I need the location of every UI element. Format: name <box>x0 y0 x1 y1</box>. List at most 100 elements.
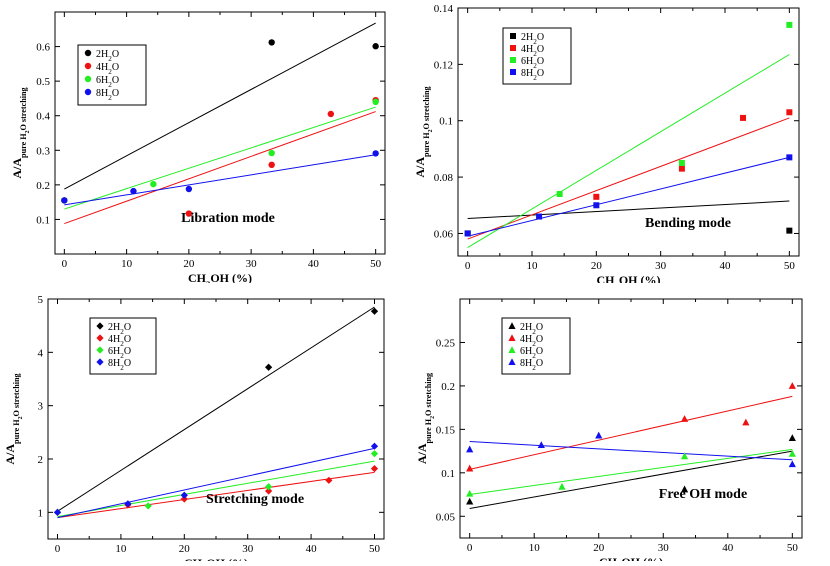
legend-marker-4H2O <box>510 45 516 51</box>
legend-entry-2H2O: 2H2O <box>96 49 119 63</box>
y-tick-label: 0.25 <box>436 337 456 349</box>
y-tick-label: 0.6 <box>36 42 50 54</box>
chart-panel-libration: 0 10 20 30 40 50 0.1 0.2 0.3 0.4 0.5 0.6 CH3OH (%) A/… <box>0 0 415 289</box>
chart-title: Bending mode <box>645 216 731 231</box>
y-tick-label: 2 <box>38 454 44 466</box>
y-tick-label: 0.5 <box>36 76 50 88</box>
x-tick-label: 10 <box>115 543 127 555</box>
point-6H2O <box>370 450 379 458</box>
point-8H2O <box>537 441 545 449</box>
x-tick-label: 20 <box>591 260 603 272</box>
y-tick-label: 0.14 <box>434 3 454 15</box>
x-tick-label: 20 <box>179 543 191 555</box>
x-tick-label: 30 <box>655 260 667 272</box>
x-tick-label: 30 <box>246 258 258 270</box>
legend-entry-2H2O: 2H2O <box>108 322 131 336</box>
fit-line-6H2O <box>467 54 790 248</box>
y-tick-label: 0.1 <box>439 116 453 128</box>
point-6H2O <box>556 191 563 197</box>
point-4H2O <box>593 193 600 200</box>
legend-entry-4H2O: 4H2O <box>108 334 131 348</box>
y-tick-label: 0.2 <box>36 180 50 192</box>
y-tick-label: 1 <box>38 507 44 519</box>
point-6H2O <box>372 98 379 106</box>
point-8H2O <box>185 185 193 193</box>
point-4H2O <box>680 415 689 422</box>
point-4H2O <box>678 165 685 172</box>
legend-marker-8H2O <box>508 358 516 365</box>
x-tick-label: 50 <box>370 258 382 270</box>
point-8H2O <box>466 445 474 453</box>
fit-line-8H2O <box>467 156 790 237</box>
point-2H2O <box>786 227 793 234</box>
legend-entry-8H2O: 8H2O <box>108 358 131 372</box>
point-6H2O <box>265 483 273 491</box>
point-4H2O <box>180 495 188 503</box>
y-tick-label: 5 <box>38 294 44 306</box>
point-2H2O <box>265 363 273 371</box>
chart-freeoh: 0 10 20 30 40 50 0.05 0.1 0.15 0.2 0.25 CH3OH (%) A/… <box>415 298 803 566</box>
point-2H2O <box>268 39 275 46</box>
y-tick-label: 0.4 <box>36 111 50 123</box>
fit-line-8H2O <box>469 441 793 461</box>
point-6H2O <box>786 21 793 28</box>
x-tick-label: 20 <box>183 258 195 270</box>
chart-stretching: 0 10 20 30 40 50 1 2 3 4 5 CH3OH (%) A/Apure H2O str… <box>3 294 385 566</box>
x-tick-label: 30 <box>658 542 670 554</box>
y-tick-label: 4 <box>38 347 44 359</box>
y-tick-label: 0.05 <box>436 511 456 523</box>
point-8H2O <box>595 431 603 439</box>
point-4H2O <box>268 161 275 169</box>
fit-line-2H2O <box>467 200 790 220</box>
point-6H2O <box>268 149 275 157</box>
point-8H2O <box>464 230 471 237</box>
point-6H2O <box>558 482 566 490</box>
x-tick-label: 30 <box>242 543 254 555</box>
legend-entry-6H2O: 6H2O <box>108 346 131 360</box>
point-6H2O <box>466 489 474 497</box>
fit-line-4H2O <box>64 111 376 225</box>
legend-marker-2H2O <box>96 322 104 330</box>
y-axis-label: A/Apure H2O stretching <box>415 373 436 464</box>
point-2H2O <box>788 434 796 442</box>
point-4H2O <box>370 465 379 473</box>
point-4H2O <box>327 110 335 118</box>
legend-marker-6H2O <box>508 346 516 353</box>
point-8H2O <box>593 202 600 209</box>
point-6H2O <box>788 449 796 457</box>
point-6H2O <box>678 160 685 166</box>
legend-entry-6H2O: 6H2O <box>521 56 544 70</box>
chart-bending: 0 10 20 30 40 50 0.06 0.08 0.1 0.12 0.14 CH3OH (%) A… <box>413 3 800 291</box>
chart-panel-stretching: 0 10 20 30 40 50 1 2 3 4 5 CH3OH (%) A/Apure H2O str… <box>0 283 415 566</box>
point-8H2O <box>372 150 379 157</box>
legend-entry-2H2O: 2H2O <box>520 322 543 336</box>
chart-title: Stretching mode <box>206 492 304 507</box>
legend-marker-6H2O <box>84 75 92 83</box>
point-8H2O <box>786 154 793 161</box>
legend-entry-6H2O: 6H2O <box>96 75 119 89</box>
chart-panel-freeoh: 0 10 20 30 40 50 0.05 0.1 0.15 0.2 0.25 CH3OH (%) A/… <box>415 283 830 566</box>
fit-line-6H2O <box>64 106 376 210</box>
legend-marker-8H2O <box>510 69 516 75</box>
legend-entry-4H2O: 4H2O <box>96 62 119 76</box>
x-tick-label: 0 <box>62 258 68 270</box>
y-tick-label: 0.12 <box>434 59 453 71</box>
point-2H2O <box>372 43 379 50</box>
x-tick-label: 0 <box>467 542 473 554</box>
y-tick-label: 0.2 <box>441 381 455 393</box>
y-tick-label: 0.3 <box>36 145 50 157</box>
legend-marker-4H2O <box>508 334 516 341</box>
chart-libration: 0 10 20 30 40 50 0.1 0.2 0.3 0.4 0.5 0.6 CH3OH (%) A/… <box>10 11 386 289</box>
x-tick-label: 10 <box>526 260 538 272</box>
x-tick-label: 20 <box>593 542 605 554</box>
fit-line-2H2O <box>64 22 376 190</box>
point-4H2O <box>786 109 793 116</box>
x-tick-label: 0 <box>55 543 61 555</box>
point-8H2O <box>61 197 68 204</box>
fit-line-4H2O <box>467 117 790 240</box>
y-tick-label: 0.06 <box>434 228 454 240</box>
legend-marker-2H2O <box>508 322 516 329</box>
fit-line-8H2O <box>64 154 376 206</box>
x-tick-label: 50 <box>787 542 799 554</box>
legend-marker-4H2O <box>96 334 104 342</box>
